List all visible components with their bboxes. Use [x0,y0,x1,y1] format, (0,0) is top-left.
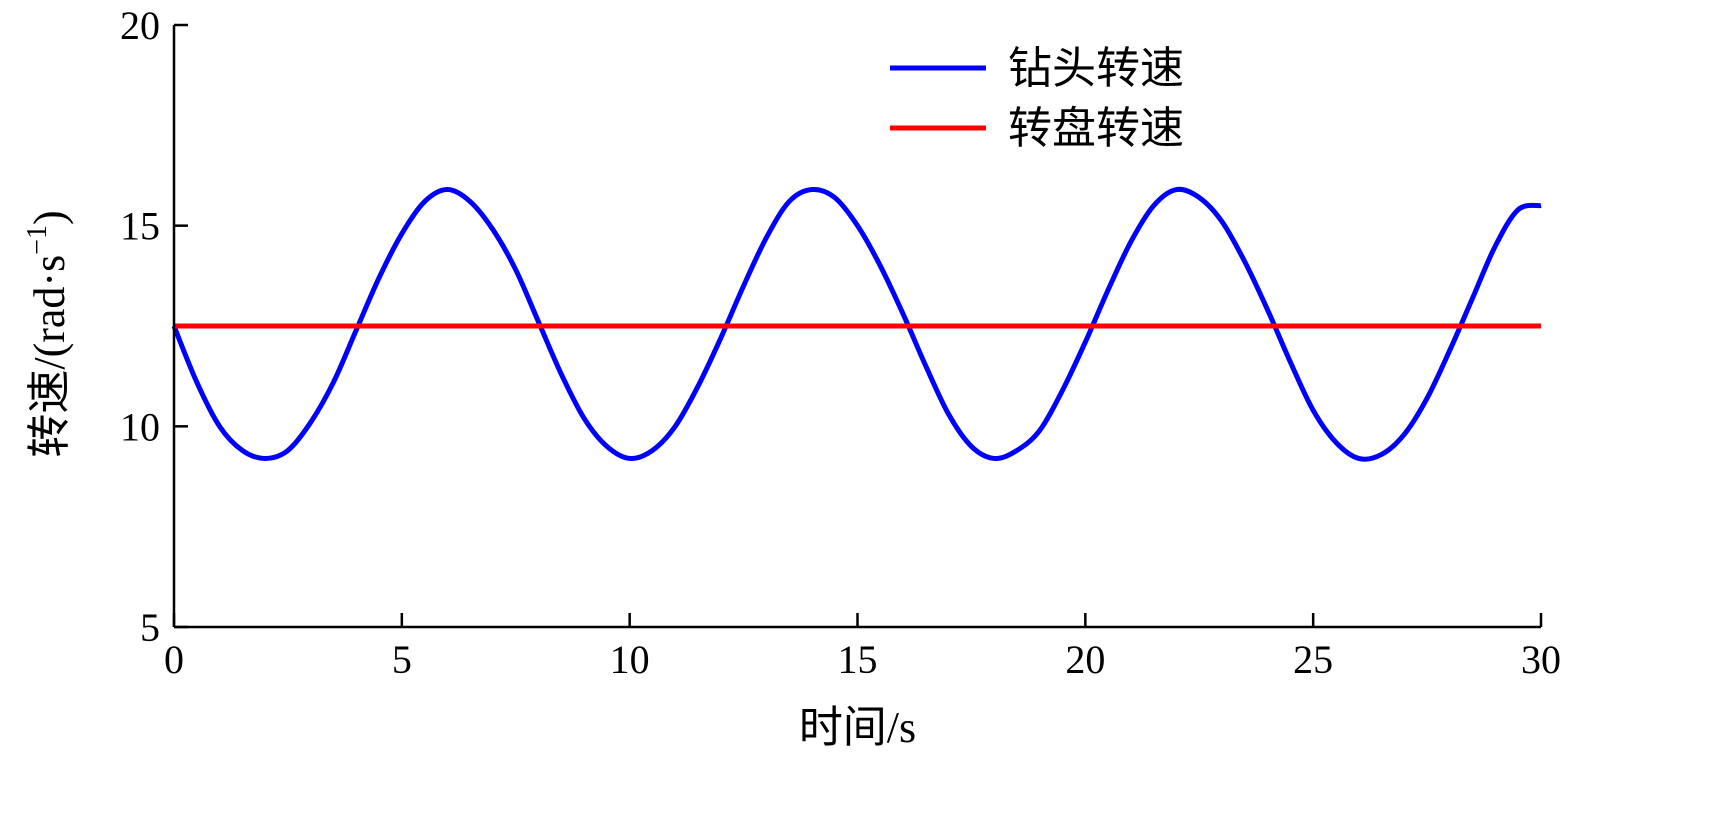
x-tick-label: 5 [392,637,412,682]
x-tick-label: 15 [838,637,878,682]
y-axis-title-close: ) [25,210,74,225]
x-tick-label: 25 [1293,637,1333,682]
series-line-drill-bit-speed [171,186,1542,462]
legend: 钻头转速 转盘转速 [890,44,1184,153]
svg-text:转速/(rad·s−1): 转速/(rad·s−1) [22,210,74,457]
legend-label-drill-bit-speed: 钻头转速 [1008,44,1184,93]
plot-lines [171,186,1542,462]
legend-label-turntable-speed: 转盘转速 [1008,104,1184,153]
y-tick-label: 15 [120,204,160,249]
y-axis-title-sup: −1 [22,225,53,255]
x-tick-label: 30 [1521,637,1561,682]
y-tick-label: 20 [120,3,160,48]
x-ticks: 0 5 10 15 20 25 30 [164,613,1561,682]
x-tick-label: 0 [164,637,184,682]
x-tick-label: 20 [1065,637,1105,682]
x-tick-label: 10 [610,637,650,682]
x-axis-title: 时间/s [799,703,916,752]
y-ticks: 5 10 15 20 [120,3,188,650]
y-axis-title: 转速/(rad·s−1) [22,210,74,457]
y-axis-title-main: 转速/(rad·s [25,255,74,458]
y-tick-label: 10 [120,404,160,449]
y-tick-label: 5 [140,605,160,650]
